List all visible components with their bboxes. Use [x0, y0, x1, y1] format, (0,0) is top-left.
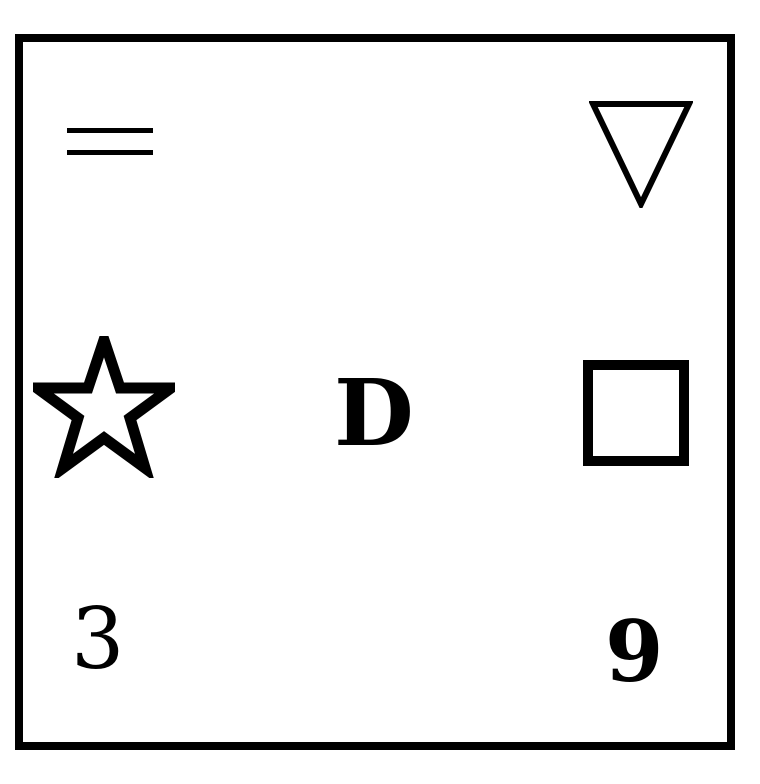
bottom-left-digit: 3	[71, 590, 125, 688]
square-icon	[583, 360, 689, 466]
center-letter: D	[334, 359, 414, 467]
down-triangle-icon	[589, 101, 693, 208]
star-icon	[33, 336, 175, 478]
bottom-right-digit: 9	[605, 602, 664, 701]
equals-icon	[67, 128, 153, 160]
puzzle-frame: D 3 9	[15, 34, 735, 750]
